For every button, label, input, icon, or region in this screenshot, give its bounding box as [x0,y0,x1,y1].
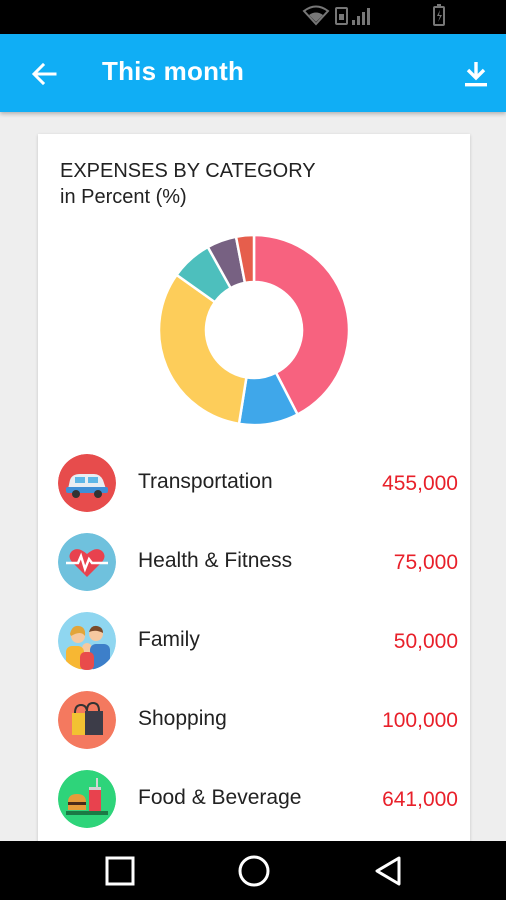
category-row-transportation[interactable]: Transportation 455,000 [38,448,470,518]
category-row-shopping[interactable]: Shopping 100,000 [38,685,470,755]
app-bar: This month [0,34,506,112]
expenses-card: EXPENSES BY CATEGORY in Percent (%) Tran… [38,134,470,874]
status-bar [0,0,506,34]
shopping-bag-icon [58,691,116,749]
back-button[interactable] [24,54,64,94]
page-title: This month [102,56,245,86]
car-icon [58,454,116,512]
back-nav-button[interactable] [368,851,408,891]
food-icon [58,770,116,828]
recents-button[interactable] [100,851,140,891]
category-amount: 50,000 [393,630,458,653]
category-name: Food & Beverage [138,786,302,809]
family-icon [58,612,116,670]
heart-pulse-icon [58,533,116,591]
recents-square-icon [105,856,135,886]
battery-icon [433,4,445,26]
donut-chart [157,233,351,427]
donut-slice-5 [234,233,256,285]
category-amount: 100,000 [382,709,458,732]
download-icon [465,62,487,87]
category-row-health-fitness[interactable]: Health & Fitness 75,000 [38,527,470,597]
arrow-back-icon [31,62,57,86]
system-nav-bar [0,841,506,900]
category-row-family[interactable]: Family 50,000 [38,606,470,676]
back-triangle-icon [375,856,401,886]
wifi-icon [302,5,330,26]
category-name: Shopping [138,707,227,730]
chart-subtitle: in Percent (%) [60,186,187,208]
signal-icon [352,8,370,25]
donut-slice-0 [252,233,351,417]
home-circle-icon [238,855,270,887]
home-button[interactable] [234,851,274,891]
category-name: Transportation [138,470,273,493]
category-name: Health & Fitness [138,549,293,572]
category-amount: 641,000 [382,788,458,811]
status-icons [302,4,445,26]
sim-icon [335,7,348,25]
category-name: Family [138,628,200,651]
category-row-food-beverage[interactable]: Food & Beverage 641,000 [38,764,470,834]
download-button[interactable] [456,54,496,94]
category-amount: 75,000 [393,551,458,574]
category-amount: 455,000 [382,472,458,495]
donut-slice-2 [157,273,248,426]
chart-title: EXPENSES BY CATEGORY [60,160,316,182]
